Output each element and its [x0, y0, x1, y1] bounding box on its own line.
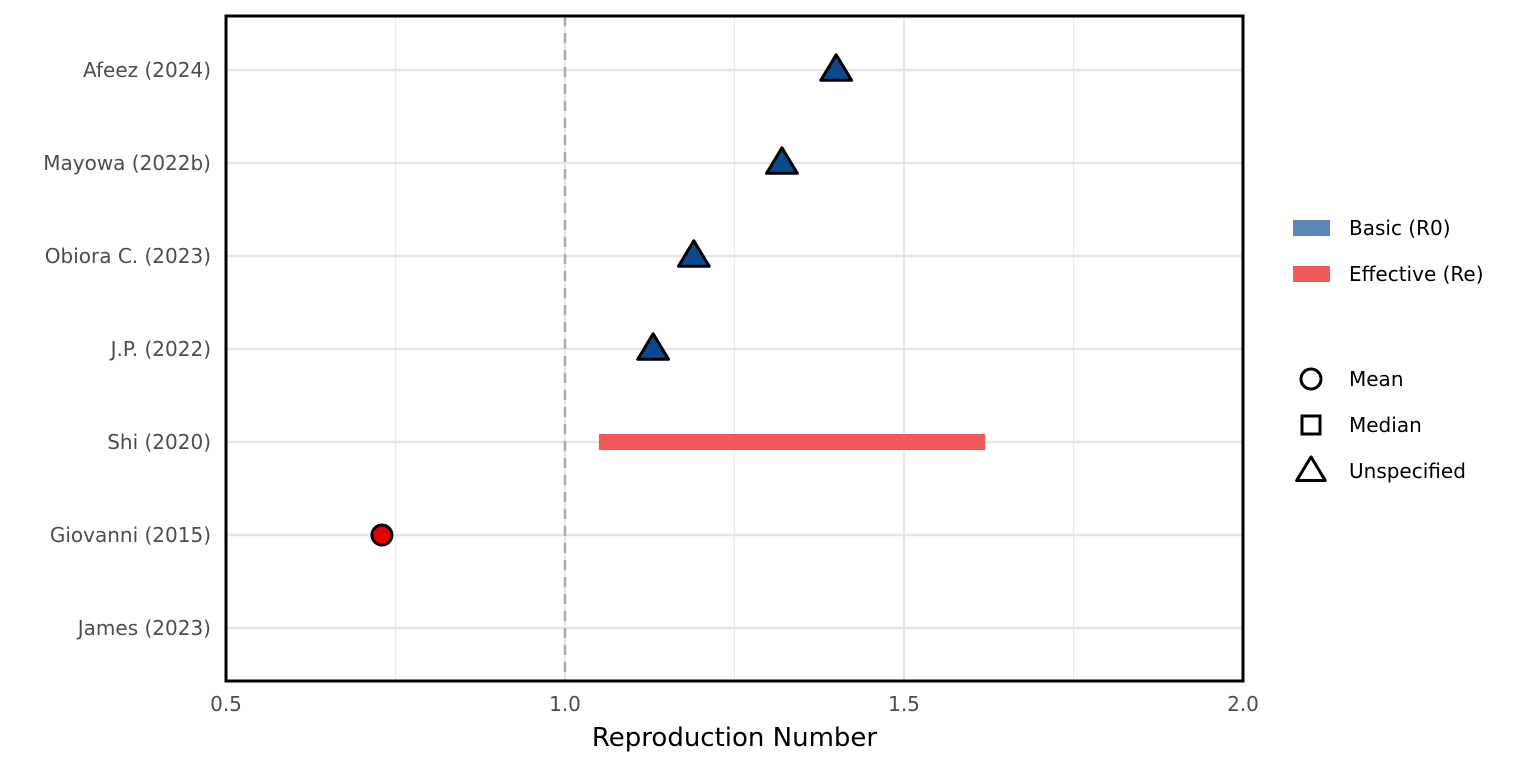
x-axis-label: Reproduction Number — [592, 723, 878, 753]
data-point — [636, 332, 671, 361]
range-bar — [598, 434, 986, 450]
legend-label: Unspecified — [1349, 459, 1466, 483]
x-tick-label: 2.0 — [1227, 692, 1259, 716]
major-gridlines — [225, 16, 1244, 681]
x-tick-label: 1.0 — [549, 692, 581, 716]
y-tick-label: Afeez (2024) — [83, 58, 211, 82]
legend-label: Median — [1349, 413, 1422, 437]
x-tick-label: 0.5 — [210, 692, 242, 716]
legend-circle-icon — [1299, 367, 1323, 391]
legend-label: Basic (R0) — [1349, 216, 1451, 240]
x-axis-tick-labels: 0.5 1.0 1.5 2.0 — [210, 692, 1259, 716]
y-tick-label: Mayowa (2022b) — [43, 151, 211, 175]
plot-panel-border — [224, 14, 1245, 683]
y-tick-label: James (2023) — [76, 616, 211, 640]
data-point — [676, 239, 711, 268]
y-axis-tick-labels: Afeez (2024) Mayowa (2022b) Obiora C. (202… — [43, 58, 211, 640]
data-points — [370, 53, 854, 547]
y-tick-label: Obiora C. (2023) — [45, 244, 211, 268]
range-bars — [598, 434, 986, 450]
data-point — [819, 53, 854, 82]
legend-type: Basic (R0) Effective (Re) — [1293, 216, 1484, 286]
legend-label: Effective (Re) — [1349, 262, 1484, 286]
y-tick-label: J.P. (2022) — [109, 337, 211, 361]
data-point — [370, 523, 394, 547]
y-tick-label: Giovanni (2015) — [50, 523, 211, 547]
data-point — [765, 146, 799, 175]
legend-shape: Mean Median Unspecified — [1295, 367, 1466, 483]
legend-swatch — [1293, 266, 1330, 282]
legend-label: Mean — [1349, 367, 1404, 391]
legend-swatch — [1293, 220, 1330, 236]
x-tick-label: 1.5 — [888, 692, 920, 716]
legend-triangle-icon — [1295, 455, 1327, 483]
legend-square-icon — [1300, 414, 1322, 436]
y-tick-label: Shi (2020) — [107, 430, 211, 454]
